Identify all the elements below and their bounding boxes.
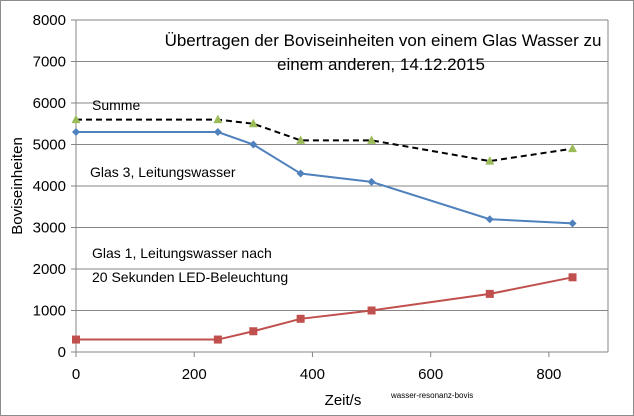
series-2-point — [296, 169, 305, 178]
y-tick-label: 7000 — [33, 54, 66, 71]
y-tick-label: 8000 — [33, 12, 66, 29]
y-tick-label: 0 — [58, 344, 66, 361]
series-1-label: Summe — [92, 97, 140, 113]
series-1-point — [71, 114, 81, 124]
series-2-point — [367, 177, 376, 186]
series-2-label: Glas 3, Leitungswasser — [90, 164, 236, 180]
series-2-point — [485, 215, 494, 224]
y-tick-label: 6000 — [33, 95, 66, 112]
y-tick-label: 2000 — [33, 261, 66, 278]
series-1-point — [248, 118, 258, 128]
x-tick-label: 0 — [72, 366, 80, 383]
series-2-point — [249, 140, 258, 149]
x-tick-label: 800 — [536, 366, 561, 383]
series-1-point — [213, 114, 223, 124]
series-1-line — [76, 118, 573, 163]
series-2-point — [72, 128, 80, 137]
series-3-point — [249, 327, 258, 336]
series-1-point — [367, 135, 377, 144]
chart-title-line1: Übertragen der Boviseinheiten von einem … — [165, 31, 602, 50]
series-3-point — [296, 314, 305, 323]
x-tick-label: 600 — [418, 366, 443, 383]
y-tick-label: 5000 — [33, 137, 66, 154]
series-3-point — [72, 335, 80, 344]
watermark-text: wasser-resonanz-bovis — [390, 391, 473, 400]
y-axis-title: Boviseinheiten — [9, 137, 26, 235]
series-3-point — [568, 273, 577, 282]
y-tick-label: 3000 — [33, 220, 66, 237]
series-2-point — [213, 128, 222, 137]
series-3-point — [213, 335, 222, 344]
x-tick-label: 200 — [182, 366, 207, 383]
series-3-line — [76, 276, 573, 341]
series-1-point — [485, 156, 495, 165]
x-axis-title: Zeit/s — [325, 392, 362, 409]
y-tick-label: 4000 — [33, 178, 66, 195]
series-3-label-line1: Glas 1, Leitungswasser nach — [92, 245, 272, 261]
y-tick-label: 1000 — [33, 303, 66, 320]
series-1-point — [296, 135, 306, 144]
series-3-label-line2: 20 Sekunden LED-Beleuchtung — [92, 269, 288, 285]
chart-title-line2: einem anderen, 14.12.2015 — [277, 55, 485, 74]
series-1-point — [568, 143, 578, 153]
x-tick-label: 400 — [300, 366, 325, 383]
series-3-point — [367, 306, 376, 315]
series-3-point — [485, 289, 494, 298]
series-2-point — [568, 219, 577, 228]
